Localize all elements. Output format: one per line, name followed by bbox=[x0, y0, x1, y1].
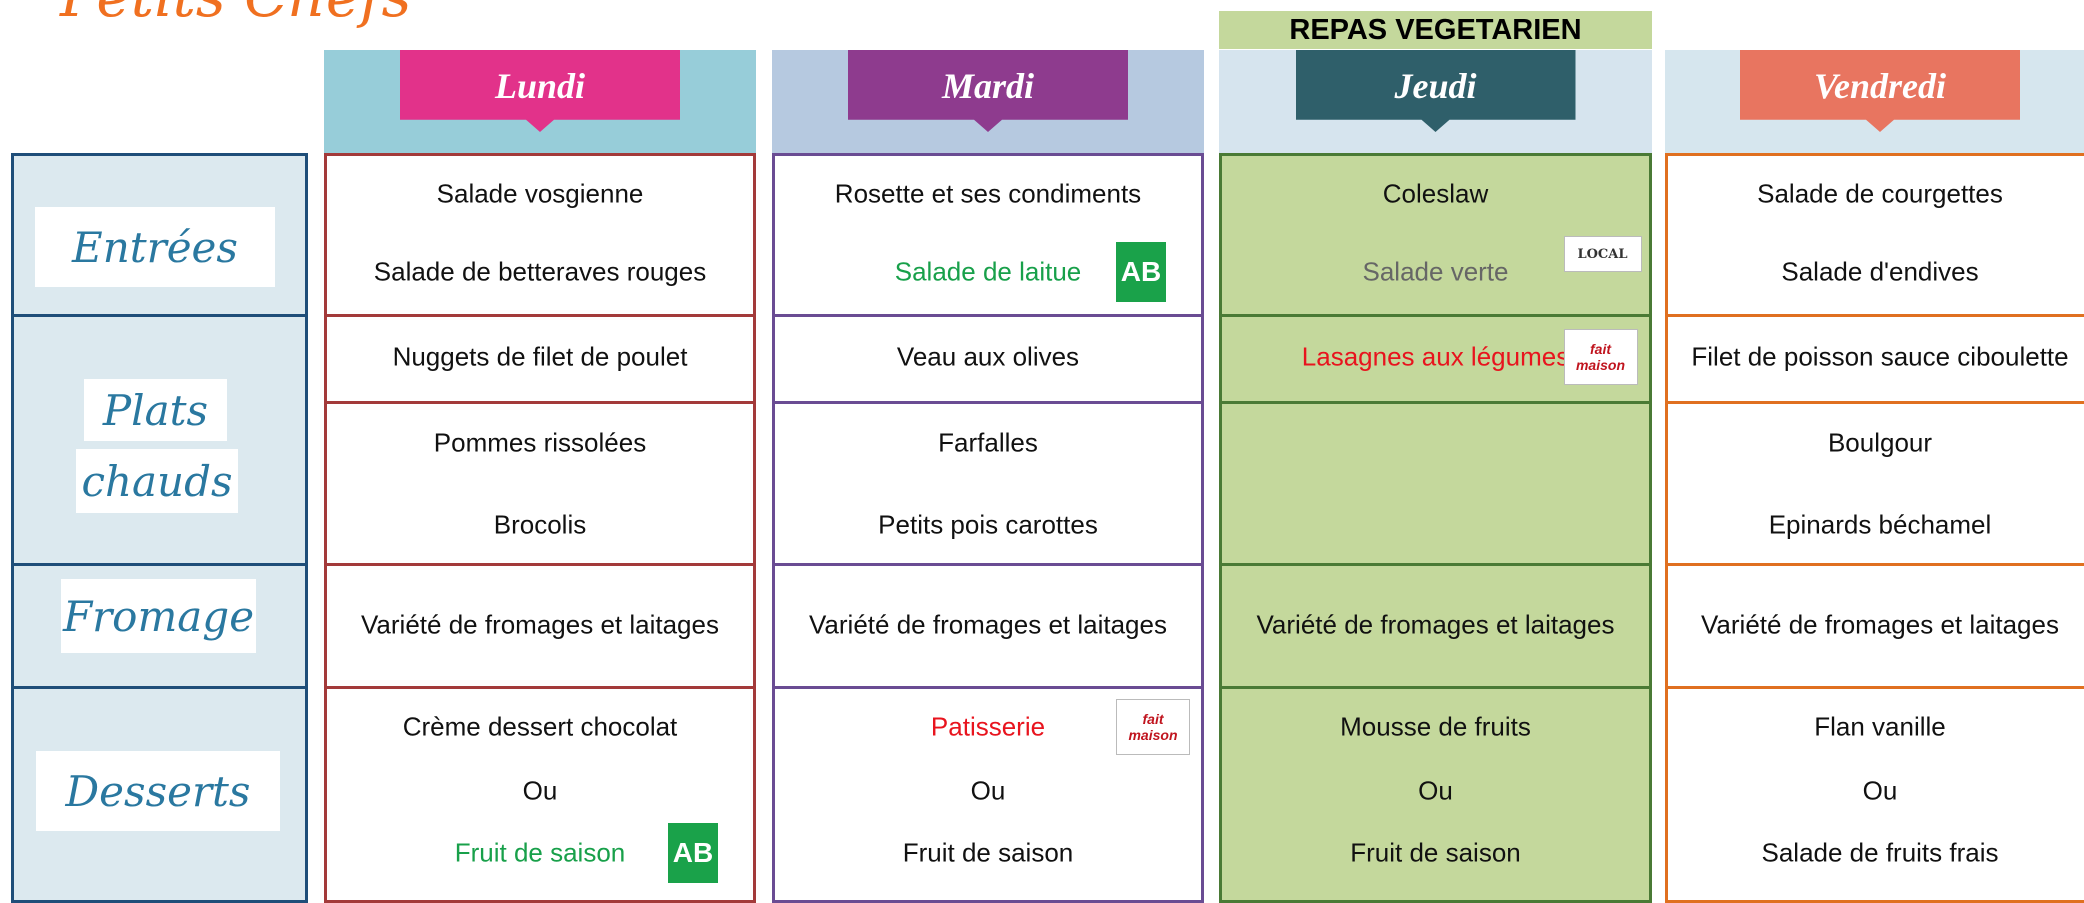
label-badge: AB bbox=[668, 823, 718, 883]
row-separator bbox=[11, 314, 308, 317]
page-title: Petits Chefs bbox=[60, 0, 411, 30]
menu-item: Salade vosgienne bbox=[436, 178, 644, 209]
menu-item: Salade de betteraves rouges bbox=[373, 256, 707, 287]
label-badge: LOCAL bbox=[1563, 236, 1642, 272]
row-label: Desserts bbox=[36, 751, 280, 831]
menu-item: Salade d'endives bbox=[1781, 256, 1979, 287]
menu-item: Filet de poisson sauce ciboulette bbox=[1691, 341, 2069, 372]
row-separator bbox=[324, 401, 756, 404]
menu-item: Coleslaw bbox=[1382, 178, 1489, 209]
menu-item: Veau aux olives bbox=[896, 341, 1080, 372]
vegetarian-banner: REPAS VEGETARIEN bbox=[1219, 11, 1652, 49]
menu-item: Salade de courgettes bbox=[1757, 178, 2003, 209]
menu-item: Variété de fromages et laitages bbox=[361, 609, 719, 640]
row-separator bbox=[324, 563, 756, 566]
row-label: Entrées bbox=[35, 207, 275, 287]
row-separator bbox=[772, 563, 1204, 566]
row-separator bbox=[772, 686, 1204, 689]
row-separator bbox=[772, 314, 1204, 317]
menu-item: Ou bbox=[522, 775, 558, 806]
row-separator bbox=[1219, 401, 1652, 404]
menu-item: Lasagnes aux légumes bbox=[1301, 341, 1570, 372]
menu-item: Salade de fruits frais bbox=[1761, 837, 1999, 868]
row-label: chauds bbox=[76, 449, 238, 513]
day-ribbon: Mardi bbox=[848, 50, 1128, 132]
menu-item: Rosette et ses condiments bbox=[834, 178, 1142, 209]
menu-item: Variété de fromages et laitages bbox=[1701, 609, 2059, 640]
row-separator bbox=[1665, 314, 2084, 317]
day-column bbox=[1219, 153, 1652, 903]
row-label: Plats bbox=[84, 379, 227, 441]
menu-item: Salade verte bbox=[1362, 256, 1509, 287]
menu-item: Variété de fromages et laitages bbox=[1256, 609, 1615, 640]
menu-item: Patisserie bbox=[930, 711, 1046, 742]
label-badge: fait maison bbox=[1563, 329, 1638, 385]
menu-item: Petits pois carottes bbox=[878, 509, 1098, 540]
menu-item: Fruit de saison bbox=[902, 837, 1074, 868]
row-separator bbox=[1219, 563, 1652, 566]
menu-item: Flan vanille bbox=[1814, 711, 1946, 742]
menu-item: Salade de laitue bbox=[894, 256, 1082, 287]
day-ribbon: Jeudi bbox=[1295, 50, 1576, 132]
day-column bbox=[1665, 153, 2084, 903]
menu-item: Epinards béchamel bbox=[1768, 509, 1992, 540]
menu-item: Boulgour bbox=[1827, 427, 1933, 458]
row-separator bbox=[1219, 686, 1652, 689]
menu-item: Farfalles bbox=[938, 427, 1038, 458]
menu-item: Pommes rissolées bbox=[433, 427, 647, 458]
label-badge: fait maison bbox=[1116, 699, 1190, 755]
menu-item: Mousse de fruits bbox=[1340, 711, 1531, 742]
day-ribbon: Lundi bbox=[400, 50, 680, 132]
row-separator bbox=[11, 563, 308, 566]
label-badge: AB bbox=[1116, 242, 1166, 302]
menu-item: Ou bbox=[1862, 775, 1898, 806]
row-separator bbox=[1665, 563, 2084, 566]
row-separator bbox=[324, 686, 756, 689]
row-separator bbox=[1219, 314, 1652, 317]
row-separator bbox=[1665, 686, 2084, 689]
menu-item: Crème dessert chocolat bbox=[402, 711, 678, 742]
row-separator bbox=[1665, 401, 2084, 404]
menu-item: Brocolis bbox=[493, 509, 587, 540]
menu-item: Fruit de saison bbox=[1350, 837, 1521, 868]
menu-item: Nuggets de filet de poulet bbox=[392, 341, 688, 372]
menu-item: Fruit de saison bbox=[454, 837, 626, 868]
menu-item: Ou bbox=[970, 775, 1006, 806]
menu-item: Variété de fromages et laitages bbox=[809, 609, 1167, 640]
menu-item: Ou bbox=[1418, 775, 1453, 806]
day-ribbon: Vendredi bbox=[1740, 50, 2020, 132]
row-separator bbox=[324, 314, 756, 317]
row-label: Fromage bbox=[61, 579, 256, 653]
row-separator bbox=[772, 401, 1204, 404]
row-separator bbox=[11, 686, 308, 689]
